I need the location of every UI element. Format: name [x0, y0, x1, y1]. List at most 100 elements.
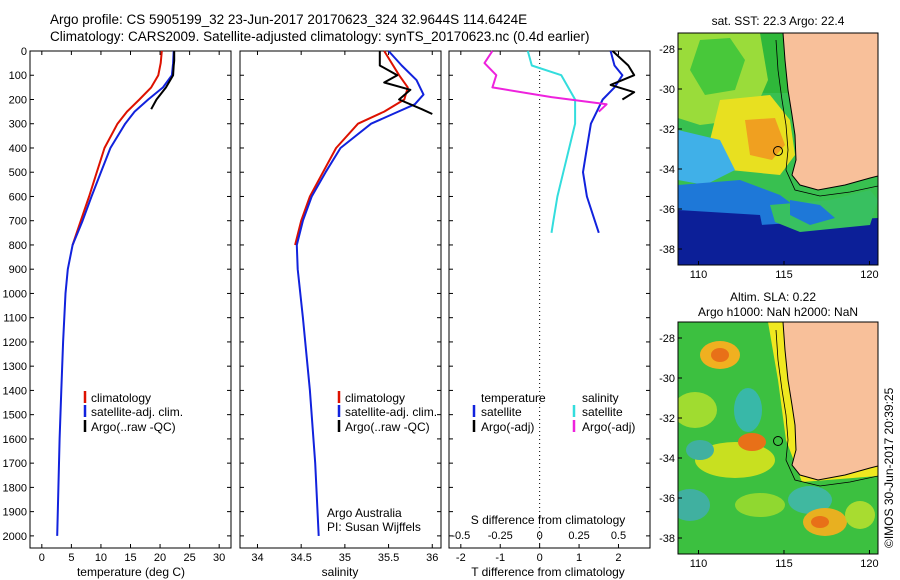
- sla-map-title-1: Altim. SLA: 0.22: [730, 290, 816, 304]
- depth-tick-label: 1000: [3, 288, 27, 300]
- legend-label-sal-satellite: satellite: [582, 405, 623, 419]
- sal-series-satellite-adj-clim-: [295, 50, 425, 536]
- x-tick-label: 35: [339, 552, 351, 564]
- top-tick-label: -0.5: [451, 530, 470, 542]
- sal-series-climatology: [294, 50, 409, 246]
- legend-label-satellite: satellite-adj. clim.: [91, 405, 183, 419]
- x-tick-label: 10: [95, 552, 107, 564]
- depth-tick-label: 1700: [3, 458, 27, 470]
- temp-plot-frame: [29, 50, 232, 549]
- header-line-2: Climatology: CARS2009. Satellite-adjuste…: [50, 29, 590, 44]
- map-x-tick-label: 120: [860, 558, 878, 570]
- depth-tick-label: 200: [9, 94, 27, 106]
- map-y-tick-label: -32: [659, 124, 675, 136]
- legend-label-argo: Argo(..raw -QC): [91, 420, 176, 434]
- top-tick-label: 0.25: [568, 530, 589, 542]
- map-y-tick-label: -36: [659, 493, 675, 505]
- map-y-tick-label: -36: [659, 204, 675, 216]
- map-y-tick-label: -30: [659, 84, 675, 96]
- depth-tick-label: 1200: [3, 337, 27, 349]
- temp-series-climatology: [71, 50, 163, 246]
- temp-legend: climatology satellite-adj. clim. Argo(..…: [83, 391, 183, 434]
- sst-map-axes: 110 115 120 -28 -30 -32 -34 -36 -38: [659, 44, 879, 281]
- x-tick-label: 35.5: [378, 552, 399, 564]
- top-tick-label: -0.25: [488, 530, 513, 542]
- depth-tick-label: 1600: [3, 434, 27, 446]
- sst-map: [678, 33, 878, 265]
- depth-tick-label: 2000: [3, 531, 27, 543]
- diff-xlabel: T difference from climatology: [471, 565, 625, 579]
- diff-series-salinity-satellite: [526, 50, 577, 233]
- diff-series-salinity-argo-adj-: [483, 50, 608, 113]
- map-x-tick-label: 115: [775, 269, 793, 281]
- legend-label-sal-argo: Argo(-adj): [582, 420, 635, 434]
- x-tick-label: 0: [39, 552, 45, 564]
- sla-map-frame: [677, 321, 879, 555]
- legend-title-temperature: temperature: [481, 391, 546, 405]
- profile-lines: [56, 50, 636, 536]
- depth-tick-label: 600: [9, 191, 27, 203]
- sal-plot-frame: [239, 50, 442, 549]
- x-tick-label: 15: [124, 552, 136, 564]
- sla-map: [678, 322, 878, 554]
- x-tick-label: 2: [615, 552, 621, 564]
- depth-tick-label: 1800: [3, 482, 27, 494]
- diff-series-temperature-argo-adj-: [609, 50, 636, 101]
- header-line-1: Argo profile: CS 5905199_32 23-Jun-2017 …: [50, 12, 527, 27]
- timestamp: ©IMOS 30-Jun-2017 20:39:25: [882, 387, 896, 548]
- depth-tick-label: 1300: [3, 361, 27, 373]
- map-y-tick-label: -28: [659, 333, 675, 345]
- temp-series-argo-raw-qc-: [150, 51, 176, 110]
- legend-label-satellite: satellite-adj. clim.: [345, 405, 437, 419]
- map-y-tick-label: -38: [659, 244, 675, 256]
- argo-position-marker: [773, 146, 783, 156]
- depth-tick-label: 1100: [3, 313, 27, 325]
- x-tick-label: 30: [213, 552, 225, 564]
- credit-line-1: Argo Australia: [327, 506, 402, 520]
- sst-map-frame: [677, 32, 879, 266]
- diff-series-temperature-satellite: [582, 50, 624, 234]
- map-y-tick-label: -30: [659, 373, 675, 385]
- x-tick-label: 5: [68, 552, 74, 564]
- map-x-tick-label: 110: [690, 269, 708, 281]
- depth-tick-label: 1500: [3, 410, 27, 422]
- depth-tick-label: 700: [9, 216, 27, 228]
- depth-tick-label: 1900: [3, 507, 27, 519]
- sal-axes: 34 34.5 35 35.5 36: [240, 50, 441, 564]
- depth-tick-label: 300: [9, 119, 27, 131]
- sla-map-axes: 110 115 120 -28 -30 -32 -34 -36 -38: [659, 333, 879, 570]
- x-tick-label: 34.5: [290, 552, 311, 564]
- depth-tick-label: 1400: [3, 385, 27, 397]
- argo-position-marker: [773, 436, 783, 446]
- map-y-tick-label: -38: [659, 533, 675, 545]
- sal-xlabel: salinity: [322, 565, 359, 579]
- x-tick-label: 34: [251, 552, 263, 564]
- credit-line-2: PI: Susan Wijffels: [327, 520, 421, 534]
- map-y-tick-label: -32: [659, 413, 675, 425]
- map-x-tick-label: 110: [690, 558, 708, 570]
- map-x-tick-label: 115: [775, 558, 793, 570]
- legend-label-temp-satellite: satellite: [481, 405, 522, 419]
- temp-axes: 0100200300400500600700800900100011001200…: [3, 46, 231, 564]
- depth-tick-label: 900: [9, 264, 27, 276]
- diff-top-axis-label: S difference from climatology: [471, 513, 626, 527]
- sal-series-argo-raw-qc-: [378, 51, 433, 115]
- x-tick-label: 0: [537, 552, 543, 564]
- temp-series-satellite-adj-clim-: [56, 50, 175, 536]
- legend-label-climatology: climatology: [345, 391, 405, 405]
- x-tick-label: 36: [426, 552, 438, 564]
- sal-legend: climatology satellite-adj. clim. Argo(..…: [337, 391, 437, 434]
- diff-plot-frame: [448, 50, 651, 549]
- legend-label-climatology: climatology: [91, 391, 151, 405]
- legend-title-salinity: salinity: [582, 391, 619, 405]
- sst-map-title: sat. SST: 22.3 Argo: 22.4: [712, 14, 845, 28]
- x-tick-label: -2: [456, 552, 466, 564]
- map-x-tick-label: 120: [860, 269, 878, 281]
- temp-xlabel: temperature (deg C): [77, 565, 185, 579]
- legend-label-argo: Argo(..raw -QC): [345, 420, 430, 434]
- depth-tick-label: 400: [9, 143, 27, 155]
- map-y-tick-label: -34: [659, 453, 675, 465]
- depth-tick-label: 0: [21, 46, 27, 58]
- x-tick-label: 25: [183, 552, 195, 564]
- x-tick-label: 20: [154, 552, 166, 564]
